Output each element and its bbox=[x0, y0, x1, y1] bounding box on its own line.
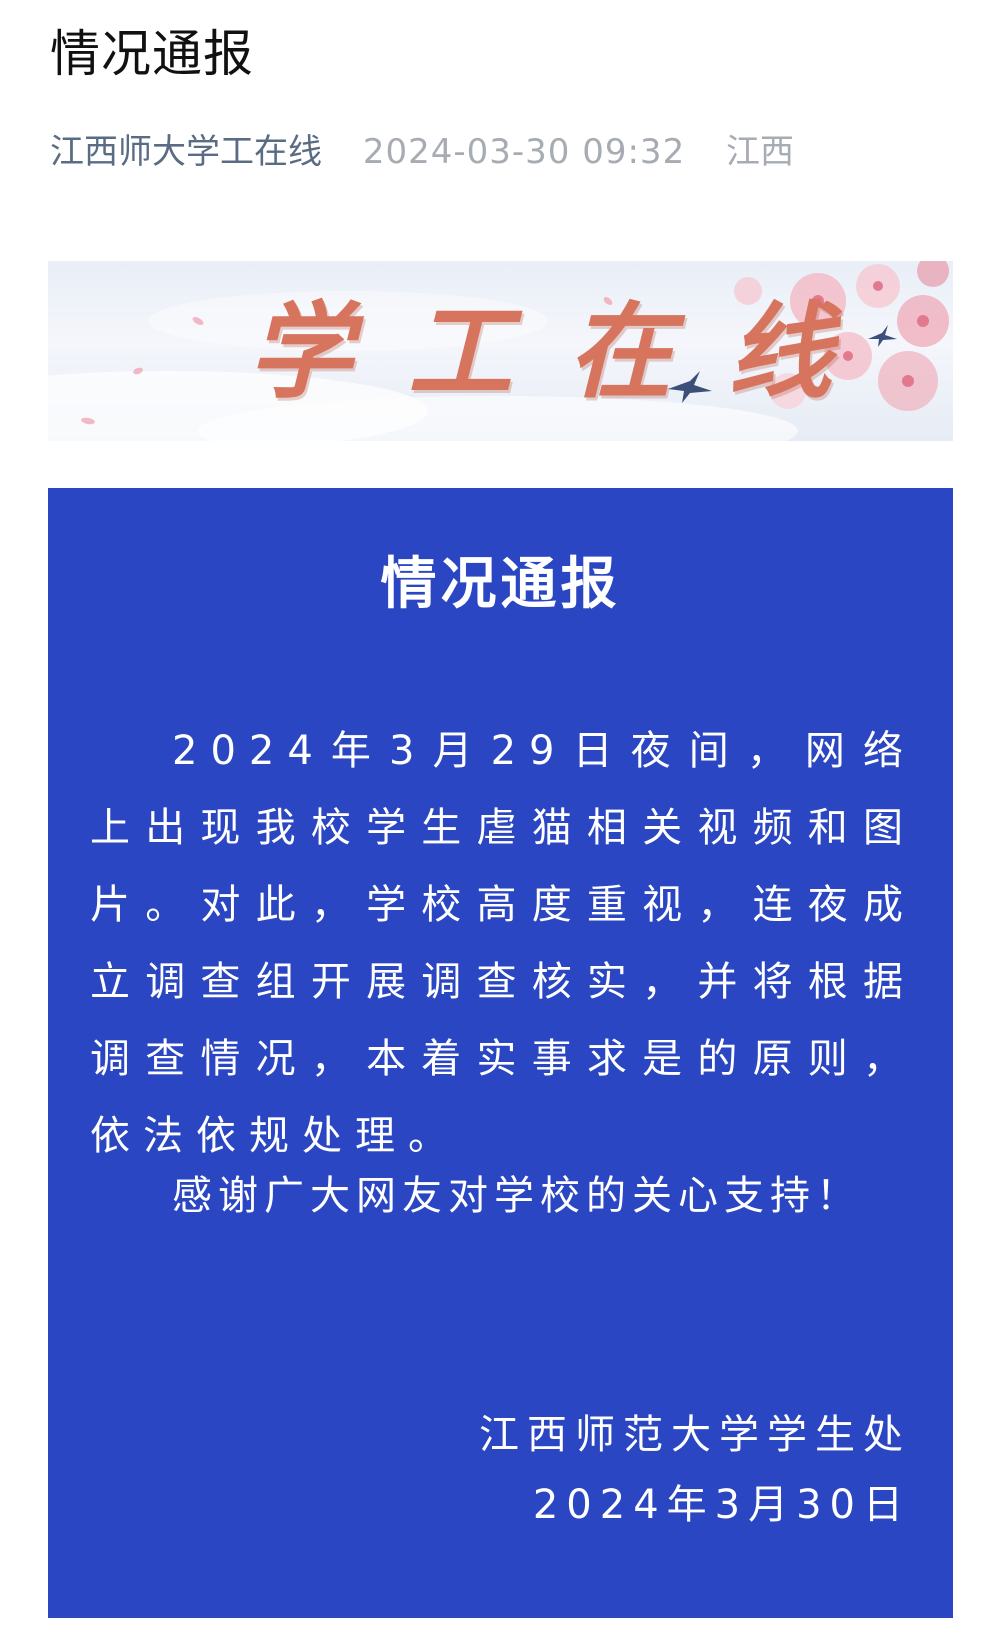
blossom-icon bbox=[734, 261, 949, 411]
banner-decoration bbox=[48, 261, 949, 441]
account-name-link[interactable]: 江西师大学工在线 bbox=[50, 132, 322, 172]
notice-heading: 情况通报 bbox=[380, 552, 621, 617]
publish-datetime: 2024-03-30 09:32 bbox=[362, 132, 686, 172]
notice-body: 2024年3月29日夜间，网络上出现我校学生虐猫相关视频和图片。对此，学校高度重… bbox=[90, 728, 916, 1159]
publish-location: 江西 bbox=[726, 132, 795, 172]
notice-signature: 江西师范大学学生处 2024年3月30日 bbox=[479, 1400, 911, 1540]
notice-thanks: 感谢广大网友对学校的关心支持！ bbox=[172, 1173, 862, 1219]
swallow-icon bbox=[668, 325, 897, 403]
banner-image: 学工在线 bbox=[48, 261, 953, 441]
banner-title: 学工在线 bbox=[248, 290, 889, 413]
notice-card: 情况通报 2024年3月29日夜间，网络上出现我校学生虐猫相关视频和图片。对此，… bbox=[48, 488, 953, 1618]
signature-org: 江西师范大学学生处 bbox=[479, 1412, 911, 1458]
page-title: 情况通报 bbox=[50, 25, 254, 83]
petal-icon bbox=[81, 297, 613, 425]
signature-date: 2024年3月30日 bbox=[532, 1482, 911, 1528]
article-meta: 江西师大学工在线 2024-03-30 09:32 江西 bbox=[50, 130, 794, 174]
